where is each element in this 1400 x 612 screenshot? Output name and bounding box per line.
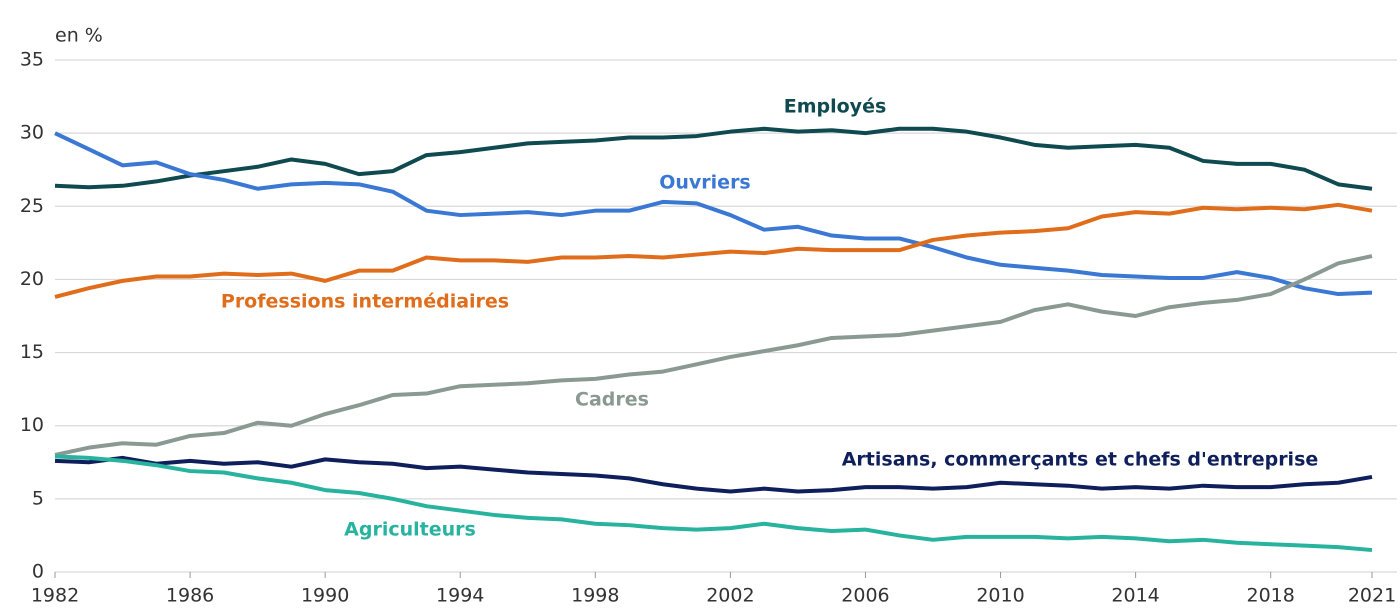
- series-label: Ouvriers: [659, 172, 751, 194]
- y-axis-label: en %: [55, 25, 103, 47]
- y-tick-label: 35: [20, 49, 44, 71]
- y-tick-label: 15: [20, 341, 44, 363]
- series-label: Agriculteurs: [344, 519, 476, 541]
- series-line: [54, 126, 1373, 191]
- series-label: Employés: [784, 96, 887, 118]
- x-tick-label: 2014: [1111, 585, 1159, 607]
- x-tick-label: 1982: [31, 585, 79, 607]
- y-tick-label: 5: [32, 487, 44, 509]
- series-label: Cadres: [575, 389, 649, 411]
- y-tick-label: 10: [20, 414, 44, 436]
- x-tick-label: 1994: [436, 585, 484, 607]
- x-tick-label: 2010: [976, 585, 1024, 607]
- x-tick-label: 1998: [571, 585, 619, 607]
- series-line: [54, 202, 1373, 299]
- x-tick-label: 1990: [301, 585, 349, 607]
- y-tick-label: 0: [32, 561, 44, 583]
- series-label: Artisans, commerçants et chefs d'entrepr…: [842, 449, 1319, 471]
- y-tick-label: 20: [20, 268, 44, 290]
- y-tick-label: 25: [20, 195, 44, 217]
- x-tick-label: 2021: [1348, 585, 1396, 607]
- x-tick-label: 1986: [166, 585, 214, 607]
- series-line: [54, 454, 1373, 553]
- x-tick-label: 2002: [706, 585, 754, 607]
- series-label: Professions intermédiaires: [221, 291, 509, 313]
- series-line: [54, 254, 1373, 457]
- x-tick-label: 2006: [841, 585, 889, 607]
- x-tick-label: 2018: [1247, 585, 1295, 607]
- series-line: [54, 455, 1373, 494]
- y-tick-label: 30: [20, 122, 44, 144]
- series-line: [54, 131, 1373, 297]
